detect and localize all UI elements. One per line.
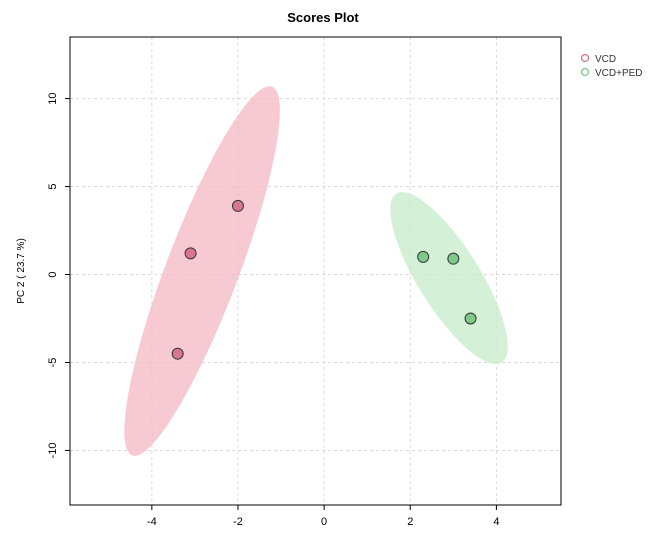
y-tick-label: 0 [47,271,59,277]
x-tick-label: 0 [321,516,327,528]
x-tick-label: -2 [233,516,243,528]
data-point-series-1 [464,312,477,325]
y-axis-label: PC 2 ( 23.7 %) [16,238,27,304]
x-tick-label: -4 [147,516,157,528]
x-tick-label: 4 [493,516,499,528]
data-point-series-0 [171,347,184,360]
chart-title: Scores Plot [287,10,359,25]
y-tick-label: 10 [47,92,59,104]
legend-label: VCD [595,54,616,65]
x-tick-label: 2 [407,516,413,528]
plot-frame [69,36,562,506]
data-point-series-1 [417,250,430,263]
y-tick-label: 5 [47,183,59,189]
legend-marker [580,53,590,63]
data-point-series-1 [447,252,460,265]
data-point-series-0 [184,247,197,260]
legend: VCD VCD+PED [580,53,643,79]
legend-label: VCD+PED [595,68,643,79]
axes: -4 -2 0 2 4 -10 -5 0 5 10 [47,92,499,528]
y-tick-label: -10 [47,443,59,459]
confidence-ellipse-series-1 [390,192,508,364]
data-point-series-0 [231,199,244,212]
legend-marker [580,67,590,77]
data-points [171,199,477,360]
y-tick-label: -5 [47,358,59,368]
confidence-ellipses [124,86,508,456]
confidence-ellipse-series-0 [124,86,280,456]
